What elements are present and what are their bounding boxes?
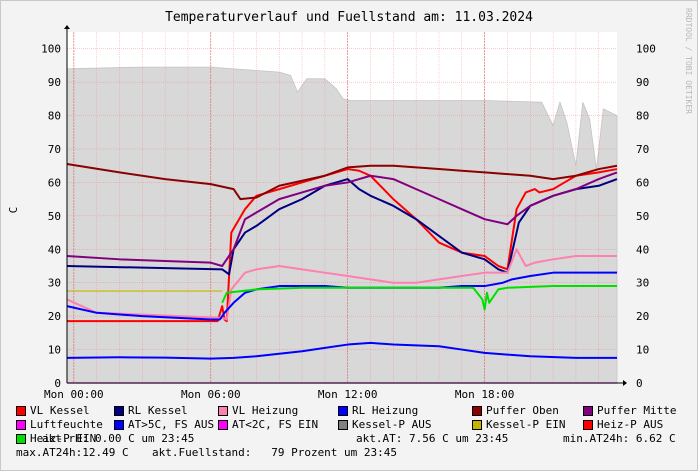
series-line-aussentemperatur [66, 341, 617, 360]
y-tick-label-left: 70 [48, 143, 61, 156]
legend-swatch [16, 420, 26, 430]
legend-label: Kessel-P AUS [352, 418, 432, 431]
legend-label: Luftfeuchte [30, 418, 103, 431]
legend-label: Heiz-P AUS [597, 418, 664, 431]
legend-swatch [114, 420, 124, 430]
x-tick-label: Mon 18:00 [455, 388, 515, 401]
akt-rh-info: akt.rH: 0.00 C um 23:45 [42, 432, 195, 445]
y-tick-label-right: 50 [636, 210, 649, 223]
y-tick-label-left: 0 [54, 377, 61, 390]
fill-level-area [66, 66, 618, 384]
y-tick-label-right: 30 [636, 277, 649, 290]
y-tick-label-right: 20 [636, 310, 649, 323]
legend-label: RL Kessel [128, 404, 188, 417]
fuellstand-info: akt.Fuellstand: 79 Prozent um 23:45 [152, 446, 398, 459]
x-axis-arrow [623, 380, 627, 386]
legend-swatch [583, 420, 593, 430]
y-tick-label-right: 100 [636, 43, 656, 56]
series-line-rl-kessel [66, 178, 618, 276]
legend-swatch [583, 406, 593, 416]
max-at-info: max.AT24h:12.49 C [16, 446, 129, 459]
min-at-info: min.AT24h: 6.62 C [563, 432, 676, 445]
x-tick-label: Mon 06:00 [181, 388, 241, 401]
series-line-heiz-p-ein [221, 285, 617, 311]
x-tick-label: Mon 12:00 [318, 388, 378, 401]
legend-swatch [218, 420, 228, 430]
y-tick-label-left: 50 [48, 210, 61, 223]
legend-swatch [472, 406, 482, 416]
legend-label: AT<2C, FS EIN [232, 418, 319, 431]
series-line-puffer-mitte [66, 171, 618, 267]
y-tick-label-left: 90 [48, 76, 61, 89]
y-tick-label-left: 80 [48, 110, 61, 123]
akt-at-info: akt.AT: 7.56 C um 23:45 [356, 432, 509, 445]
y-tick-label-left: 30 [48, 277, 61, 290]
watermark: RRDTOOL / TOBI OETIKER [684, 8, 693, 114]
plot-area [64, 25, 627, 386]
y-tick-label-left: 60 [48, 176, 61, 189]
y-tick-label-left: 10 [48, 344, 61, 357]
legend-label: Kessel-P EIN [486, 418, 566, 431]
legend-label: Puffer Oben [486, 404, 559, 417]
legend-swatch [338, 406, 348, 416]
legend-swatch [472, 420, 482, 430]
series-line-vl-kessel [67, 168, 618, 323]
legend-label: AT>5C, FS AUS [128, 418, 215, 431]
legend-label: Heiz-P EIN [30, 432, 97, 445]
y-tick-label-right: 80 [636, 110, 649, 123]
y-tick-label-left: 100 [41, 43, 61, 56]
y-tick-label-right: 0 [636, 377, 643, 390]
y-axis-label: C [7, 207, 20, 214]
y-tick-label-left: 20 [48, 310, 61, 323]
legend-swatch [16, 406, 26, 416]
y-axis-arrow [64, 25, 70, 29]
series-line-vl-heizung [66, 248, 617, 321]
legend-swatch [114, 406, 124, 416]
chart-title: Temperaturverlauf und Fuellstand am: 11.… [165, 10, 533, 25]
y-tick-label-right: 70 [636, 143, 649, 156]
legend-label: Puffer Mitte [597, 404, 677, 417]
legend-swatch [338, 420, 348, 430]
y-tick-label-right: 90 [636, 76, 649, 89]
legend-label: VL Kessel [30, 404, 90, 417]
legend-swatch [16, 434, 26, 444]
y-tick-label-right: 10 [636, 344, 649, 357]
series-line-puffer-oben [66, 163, 618, 201]
x-tick-label: Mon 00:00 [44, 388, 104, 401]
y-tick-label-right: 60 [636, 176, 649, 189]
y-tick-label-right: 40 [636, 243, 649, 256]
legend-label: RL Heizung [352, 404, 419, 417]
legend-label: VL Heizung [232, 404, 299, 417]
legend-swatch [218, 406, 228, 416]
y-tick-label-left: 40 [48, 243, 61, 256]
